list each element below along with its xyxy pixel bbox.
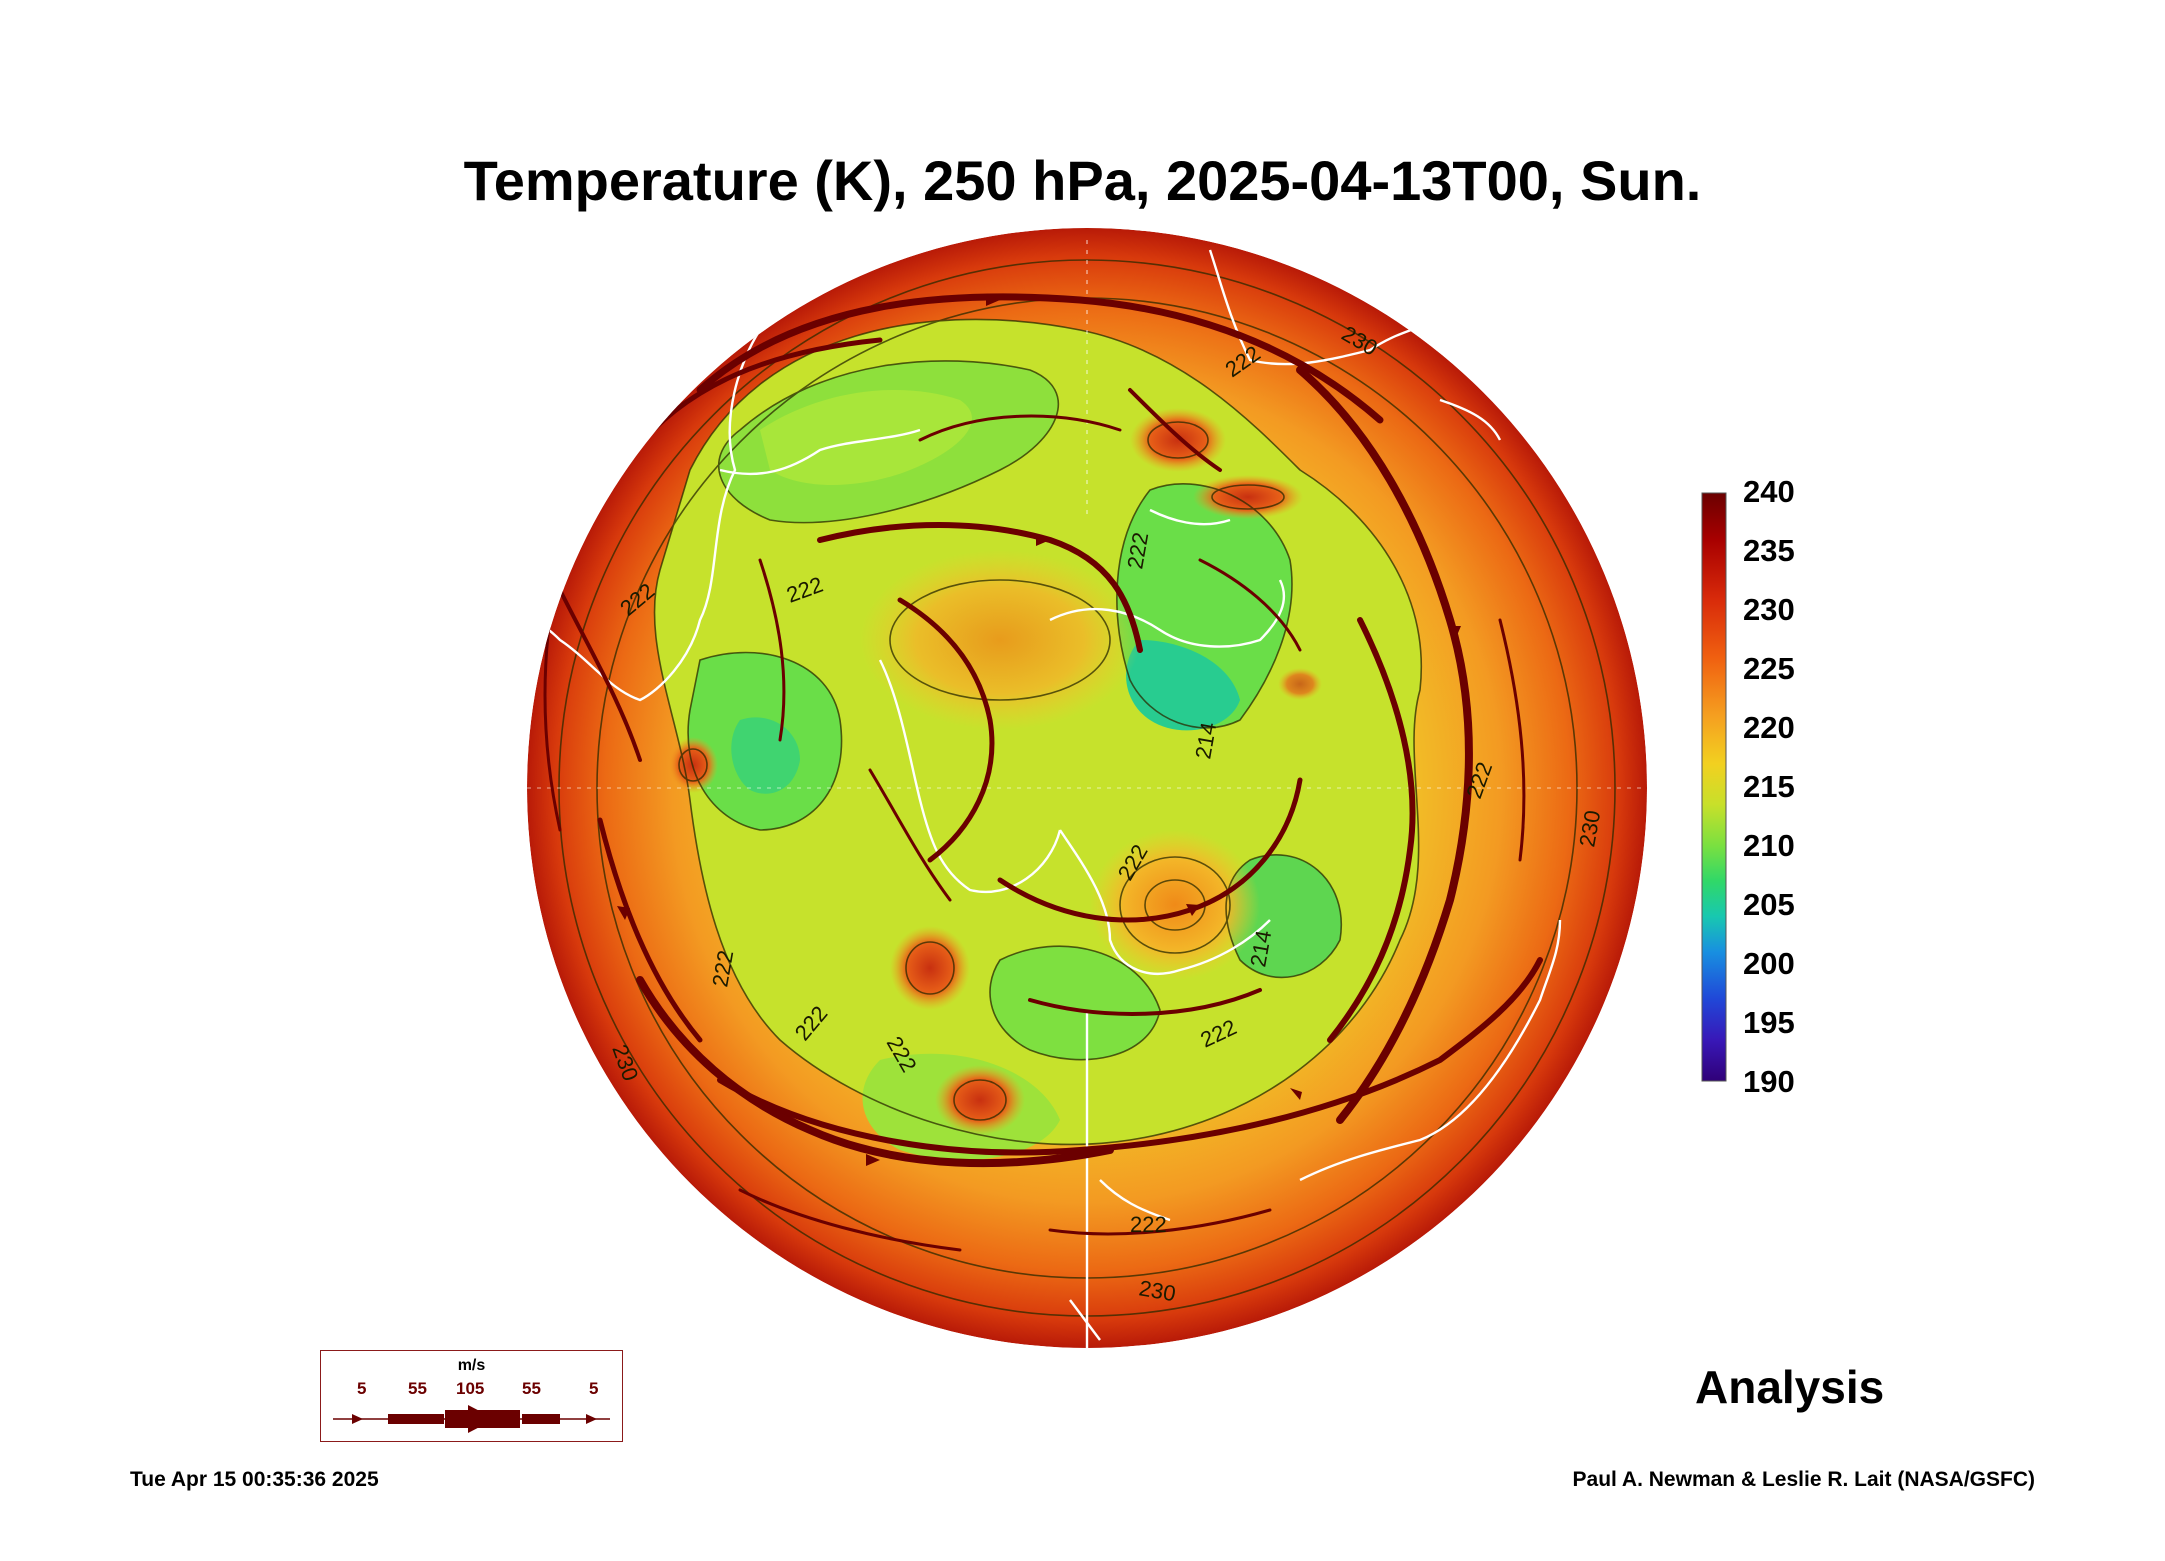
contour-label: 222 bbox=[1130, 1212, 1167, 1237]
wind-speed-legend: m/s 5 55 105 55 5 bbox=[320, 1350, 623, 1442]
colorbar-tick-label: 190 bbox=[1743, 1064, 1795, 1099]
colorbar bbox=[1701, 492, 1727, 1082]
colorbar-tick-label: 240 bbox=[1743, 474, 1795, 509]
wind-legend-unit: m/s bbox=[457, 1357, 486, 1374]
wind-legend-value: 55 bbox=[522, 1379, 541, 1398]
colorbar-tick-label: 215 bbox=[1743, 769, 1795, 804]
wind-legend-value: 5 bbox=[357, 1379, 367, 1398]
colorbar-tick-label: 205 bbox=[1743, 887, 1795, 922]
render-timestamp: Tue Apr 15 00:35:36 2025 bbox=[130, 1468, 379, 1491]
colorbar-tick-label: 230 bbox=[1743, 592, 1795, 627]
wind-legend-value: 5 bbox=[589, 1379, 599, 1398]
wind-legend-value: 105 bbox=[456, 1379, 485, 1398]
colorbar-tick-label: 225 bbox=[1743, 651, 1795, 686]
colorbar-tick-label: 200 bbox=[1743, 946, 1795, 981]
colorbar-tick-label: 220 bbox=[1743, 710, 1795, 745]
colorbar-tick-label: 195 bbox=[1743, 1005, 1795, 1040]
map-title: Temperature (K), 250 hPa, 2025-04-13T00,… bbox=[463, 149, 1702, 212]
colorbar-tick-label: 235 bbox=[1743, 533, 1795, 568]
wind-scale-glyph bbox=[333, 1405, 610, 1433]
wind-legend-value: 55 bbox=[408, 1379, 427, 1398]
author-credit: Paul A. Newman & Leslie R. Lait (NASA/GS… bbox=[1572, 1468, 2035, 1491]
colorbar-tick-label: 210 bbox=[1743, 828, 1795, 863]
product-label: Analysis bbox=[1695, 1361, 1885, 1413]
